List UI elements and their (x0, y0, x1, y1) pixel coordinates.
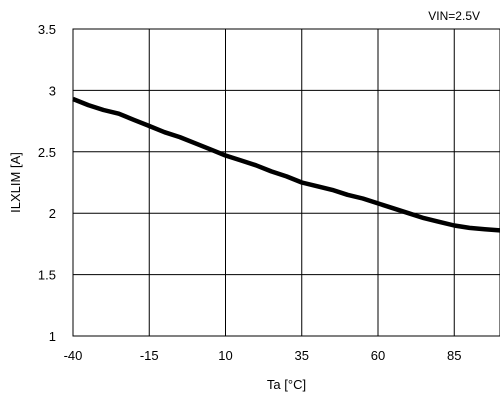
series-group (72, 96, 500, 233)
x-tick-label: -40 (64, 348, 83, 363)
series-line-0 (72, 96, 500, 233)
x-tick-label: 60 (371, 348, 385, 363)
y-tick-label: 3.5 (38, 22, 56, 37)
x-axis-label: Ta [°C] (267, 377, 306, 392)
condition-annotation: VIN=2.5V (428, 9, 480, 23)
y-tick-label: 3 (49, 83, 56, 98)
grid (72, 28, 500, 337)
x-axis-ticks: -40 -15 10 35 60 85 (64, 348, 462, 363)
x-tick-label: 10 (218, 348, 232, 363)
x-tick-label: 35 (295, 348, 309, 363)
y-axis-label: ILXLIM [A] (8, 152, 23, 213)
y-axis-ticks: 1 1.5 2 2.5 3 3.5 (38, 22, 56, 344)
y-tick-label: 2 (49, 206, 56, 221)
y-tick-label: 1.5 (38, 268, 56, 283)
x-tick-label: -15 (140, 348, 159, 363)
x-tick-label: 85 (447, 348, 461, 363)
y-tick-label: 2.5 (38, 145, 56, 160)
y-tick-label: 1 (49, 329, 56, 344)
plot-frame (72, 28, 500, 337)
